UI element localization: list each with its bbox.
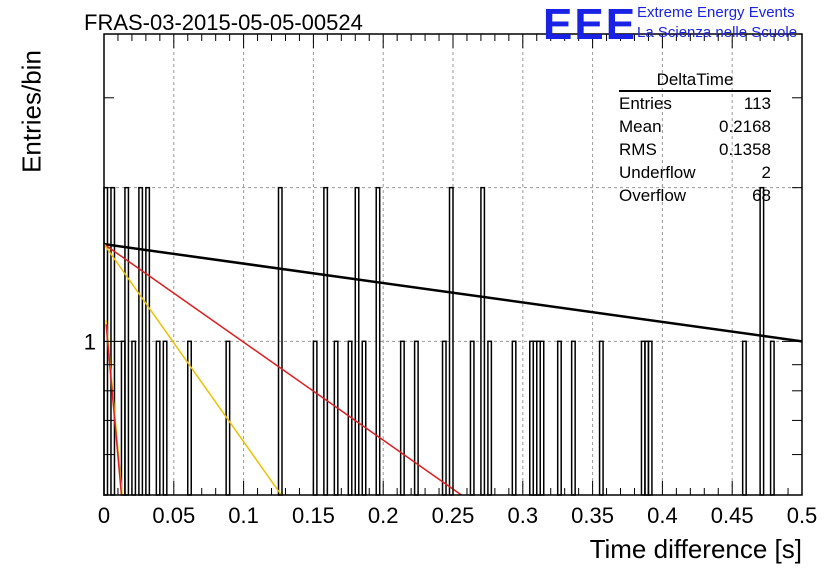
logo-line-2: La Scienza nelle Scuole: [637, 24, 798, 41]
stats-title: DeltaTime: [619, 70, 771, 92]
fit-line: [103, 243, 462, 496]
stats-value: 2: [761, 163, 771, 182]
x-tick-label: 0.3: [508, 503, 539, 528]
x-tick-label: 0.5: [787, 503, 818, 528]
histogram-bar: [570, 340, 576, 496]
stats-value: 68: [752, 186, 771, 205]
histogram-bar: [124, 186, 130, 496]
histogram-bar: [741, 340, 747, 496]
stats-row-rms: RMS 0.1358: [611, 138, 771, 161]
stats-value: 113: [743, 94, 771, 113]
histogram-bar: [487, 340, 493, 496]
histogram-bar: [469, 340, 475, 496]
fit-line: [103, 242, 803, 343]
histogram-bar: [539, 340, 545, 496]
stats-row-overflow: Overflow 68: [611, 184, 771, 207]
histogram-bar: [598, 340, 604, 496]
x-tick-label: 0.15: [292, 503, 335, 528]
histogram-bar: [448, 186, 454, 496]
logo-line-1: Extreme Energy Events: [637, 4, 795, 21]
x-tick-label: 0: [98, 503, 110, 528]
histogram-bar: [312, 340, 318, 496]
stats-label: RMS: [619, 140, 657, 159]
histogram-bar: [131, 340, 137, 496]
histogram-bar: [511, 340, 517, 496]
histogram-bar: [759, 186, 765, 496]
histogram-bar: [441, 340, 447, 496]
stats-row-underflow: Underflow 2: [611, 161, 771, 184]
histogram-bar: [155, 340, 161, 496]
eee-logo: EEE: [543, 0, 638, 49]
histogram-bar: [413, 340, 419, 496]
stats-label: Overflow: [619, 186, 687, 205]
histogram-bar: [375, 186, 381, 496]
chart-title: FRAS-03-2015-05-05-00524: [84, 10, 363, 35]
x-tick-label: 0.05: [152, 503, 195, 528]
x-tick-label: 0.4: [647, 503, 678, 528]
x-tick-label: 0.2: [368, 503, 399, 528]
fit-line: [105, 324, 123, 496]
histogram-bar: [399, 340, 405, 496]
histogram-bar: [361, 340, 367, 496]
histogram-bar: [769, 340, 775, 496]
x-axis-label: Time difference [s]: [589, 534, 802, 564]
histogram-bar: [162, 340, 168, 496]
y-tick-label: 1: [84, 329, 96, 354]
stats-value: 0.1358: [719, 140, 771, 159]
stats-box: DeltaTime Entries 113 Mean 0.2168 RMS 0.135…: [611, 70, 771, 207]
x-tick-label: 0.1: [228, 503, 259, 528]
fit-line: [103, 243, 282, 496]
stats-label: Mean: [619, 117, 662, 136]
stats-row-entries: Entries 113: [611, 92, 771, 115]
histogram-bar: [647, 340, 653, 496]
x-tick-label: 0.35: [571, 503, 614, 528]
stats-label: Underflow: [619, 163, 696, 182]
stats-value: 0.2168: [719, 117, 771, 136]
y-axis-label: Entries/bin: [16, 50, 47, 173]
stats-label: Entries: [619, 94, 672, 113]
histogram-bar: [323, 186, 329, 496]
histogram-bar: [556, 340, 562, 496]
stats-row-mean: Mean 0.2168: [611, 115, 771, 138]
x-tick-label: 0.45: [711, 503, 754, 528]
histogram-bar: [333, 340, 339, 496]
x-tick-label: 0.25: [432, 503, 475, 528]
